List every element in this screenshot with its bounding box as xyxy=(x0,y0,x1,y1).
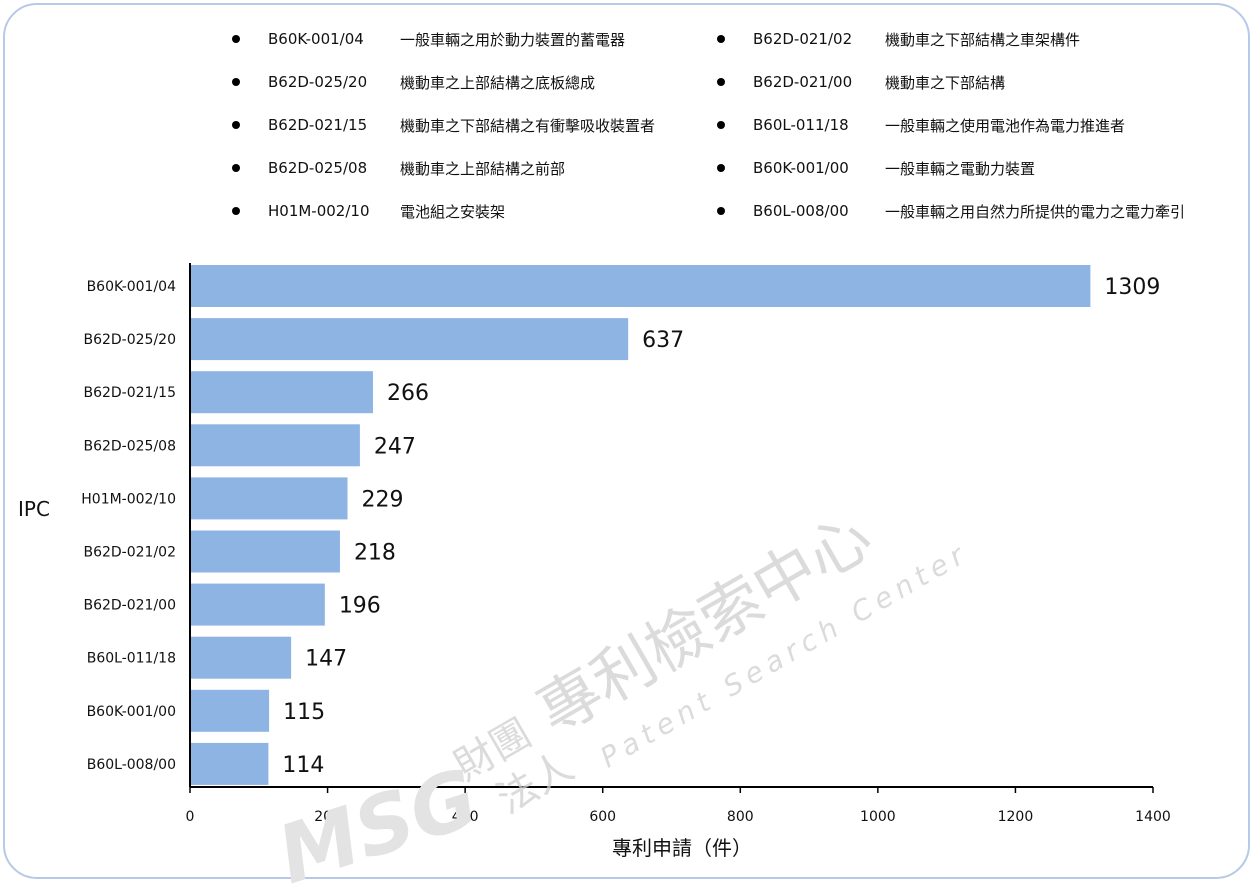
data-label: 1309 xyxy=(1104,275,1160,300)
legend-code: B62D-021/00 xyxy=(753,73,853,91)
legend-code: B62D-021/15 xyxy=(268,116,368,134)
data-label: 114 xyxy=(282,753,324,778)
x-tick-label: 400 xyxy=(452,809,479,825)
bullet-icon xyxy=(717,78,725,86)
bullet-icon xyxy=(232,207,240,215)
x-tick-label: 800 xyxy=(727,809,754,825)
legend-item: B62D-025/08 機動車之上部結構之前部 xyxy=(232,155,565,181)
data-label: 147 xyxy=(305,647,347,672)
x-tick-label: 600 xyxy=(589,809,616,825)
legend-code: B62D-021/02 xyxy=(753,30,853,48)
legend-code: B60L-008/00 xyxy=(753,202,849,220)
legend-code: B60L-011/18 xyxy=(753,116,849,134)
bullet-icon xyxy=(232,35,240,43)
bar xyxy=(191,636,292,679)
category-label: B62D-025/20 xyxy=(83,332,176,348)
bar xyxy=(191,530,340,573)
legend-item: B60L-011/18 一般車輛之使用電池作為電力推進者 xyxy=(717,112,1125,138)
data-label: 229 xyxy=(362,487,404,512)
legend-desc: 一般車輛之用自然力所提供的電力之電力牽引 xyxy=(885,202,1186,221)
legend-code: H01M-002/10 xyxy=(268,202,370,220)
data-label: 266 xyxy=(387,381,429,406)
x-tick-label: 1200 xyxy=(998,809,1034,825)
data-label: 196 xyxy=(339,594,381,619)
bullet-icon xyxy=(232,164,240,172)
category-label: B62D-021/15 xyxy=(83,385,176,401)
bullet-icon xyxy=(717,121,725,129)
bar xyxy=(191,742,269,785)
legend-desc: 一般車輛之使用電池作為電力推進者 xyxy=(885,116,1126,135)
category-label: B62D-021/02 xyxy=(83,545,176,561)
bullet-icon xyxy=(717,164,725,172)
legend-desc: 機動車之下部結構 xyxy=(885,73,1006,92)
bar xyxy=(191,583,325,626)
legend-item: B60K-001/00 一般車輛之電動力裝置 xyxy=(717,155,1035,181)
legend-desc: 一般車輛之用於動力裝置的蓄電器 xyxy=(400,30,626,49)
legend-code: B60K-001/00 xyxy=(753,159,849,177)
legend-item: B62D-021/00 機動車之下部結構 xyxy=(717,69,1005,95)
bar xyxy=(191,318,629,361)
data-label: 637 xyxy=(642,328,684,353)
x-axis-title: 專利申請（件） xyxy=(612,836,752,860)
category-label: B60L-008/00 xyxy=(87,757,176,773)
legend-item: B60K-001/04 一般車輛之用於動力裝置的蓄電器 xyxy=(232,26,625,52)
labels-layer: B60K-001/04 1309 B62D-025/20 637 B62D-021/15… xyxy=(81,275,1160,778)
legend-desc: 一般車輛之電動力裝置 xyxy=(885,159,1036,178)
y-axis-title: IPC xyxy=(18,497,50,521)
legend-code: B62D-025/20 xyxy=(268,73,368,91)
bullet-icon xyxy=(232,78,240,86)
bullet-icon xyxy=(717,207,725,215)
legend-item: H01M-002/10 電池組之安裝架 xyxy=(232,198,505,224)
legend-desc: 機動車之上部結構之前部 xyxy=(400,159,566,178)
data-label: 247 xyxy=(374,434,416,459)
bar xyxy=(191,424,360,467)
category-label: B62D-021/00 xyxy=(83,598,176,614)
legend-item: B62D-025/20 機動車之上部結構之底板總成 xyxy=(232,69,595,95)
legend-desc: 機動車之下部結構之車架構件 xyxy=(885,30,1081,49)
category-label: B62D-025/08 xyxy=(83,438,176,454)
category-label: B60L-011/18 xyxy=(87,651,176,667)
bullet-icon xyxy=(717,35,725,43)
x-tick-label: 0 xyxy=(186,809,195,825)
category-label: H01M-002/10 xyxy=(81,491,176,507)
data-label: 218 xyxy=(354,541,396,566)
x-tick-label: 200 xyxy=(314,809,341,825)
bars-layer xyxy=(191,265,1091,785)
data-label: 115 xyxy=(283,700,325,725)
legend-desc: 機動車之上部結構之底板總成 xyxy=(400,73,596,92)
category-label: B60K-001/00 xyxy=(87,704,176,720)
legend-item: B62D-021/15 機動車之下部結構之有衝擊吸收裝置者 xyxy=(232,112,655,138)
bullet-icon xyxy=(232,121,240,129)
bar xyxy=(191,477,348,520)
x-tick-label: 1000 xyxy=(860,809,896,825)
bar xyxy=(191,371,373,414)
legend-item: B62D-021/02 機動車之下部結構之車架構件 xyxy=(717,26,1080,52)
legend-item: B60L-008/00 一般車輛之用自然力所提供的電力之電力牽引 xyxy=(717,198,1185,224)
x-tick-label: 1400 xyxy=(1135,809,1171,825)
legend-code: B62D-025/08 xyxy=(268,159,368,177)
legend-code: B60K-001/04 xyxy=(268,30,364,48)
bar xyxy=(191,265,1091,307)
x-ticks: 0 200 400 600 800 1000 1200 1400 xyxy=(186,787,1171,825)
legend-desc: 電池組之安裝架 xyxy=(400,202,506,221)
category-label: B60K-001/04 xyxy=(87,279,177,295)
legend-desc: 機動車之下部結構之有衝擊吸收裝置者 xyxy=(400,116,656,135)
bar xyxy=(191,689,270,732)
